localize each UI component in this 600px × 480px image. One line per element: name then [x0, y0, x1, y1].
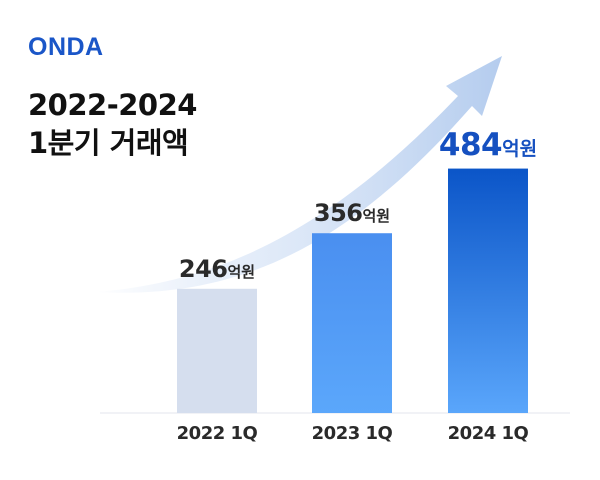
x-tick-label: 2023 1Q: [311, 423, 393, 444]
value-number: 356: [313, 199, 363, 228]
value-label: 246억원: [179, 255, 255, 283]
x-tick-label: 2024 1Q: [447, 423, 529, 444]
value-label: 356억원: [314, 199, 390, 227]
onda-logo: ONDA: [28, 33, 104, 61]
bar-2022-1q: [177, 288, 257, 413]
bar-2023-1q: [312, 233, 392, 413]
title-line-2: 1분기 거래액: [28, 126, 189, 160]
title-line-1: 2022-2024: [28, 88, 197, 122]
value-number: 484: [438, 126, 503, 163]
x-tick-label: 2022 1Q: [176, 423, 258, 444]
page-title: 2022-2024 1분기 거래액: [28, 86, 197, 162]
value-label: 484억원: [439, 127, 537, 163]
value-number: 246: [178, 254, 228, 283]
value-unit: 억원: [362, 207, 391, 226]
bar-2024-1q: [448, 168, 528, 413]
value-unit: 억원: [227, 262, 256, 281]
value-unit: 억원: [502, 137, 538, 160]
growth-arrow: [95, 56, 502, 293]
